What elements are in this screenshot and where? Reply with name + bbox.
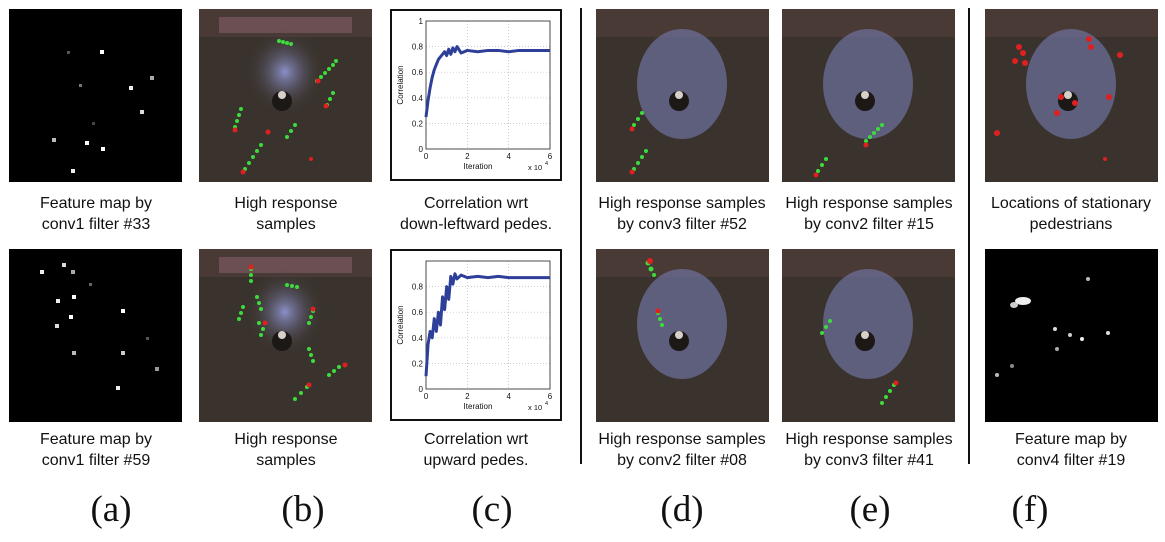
x-multiplier-label: x 10	[528, 163, 542, 172]
y-axis-label: Correlation	[396, 305, 405, 344]
caption-a-top: Feature map by conv1 filter #33	[39, 195, 153, 233]
y-axis-label: Correlation	[396, 65, 405, 104]
x-multiplier-label: x 10	[528, 403, 542, 412]
x-axis-label: Iteration	[464, 402, 493, 411]
feature-map-f-bottom	[985, 249, 1158, 422]
divider-left	[580, 8, 582, 464]
caption-e-bottom: High response samples by conv3 filter #41	[785, 431, 953, 469]
caption-f-bottom: Feature map by conv4 filter #19	[1014, 431, 1128, 469]
correlation-chart-bottom: 0 0.2 0.4 0.6 0.8 0 2 4 6 Iteration Correlation x 1…	[390, 249, 562, 421]
y-tick-label: 0	[419, 385, 424, 394]
correlation-chart-top-svg: 00.20.40.60.810 2 4 6IterationCorrelationx …	[396, 17, 553, 172]
x-tick-label: 2	[465, 152, 470, 161]
series-line	[424, 45, 550, 118]
label-c: (c)	[471, 489, 513, 530]
divider-right	[968, 8, 970, 464]
crowd-image-d-bottom	[596, 249, 769, 422]
correlation-chart-top: 0 0.2 0.4 0.6 0.8 1 0 2 4 6 Iteration Correlation x …	[390, 9, 562, 181]
crowd-image-f-top	[985, 9, 1158, 182]
caption-e-top: High response samples by conv2 filter #15	[785, 195, 953, 233]
x-tick-label: 0	[424, 392, 429, 401]
x-tick-label: 4	[506, 392, 511, 401]
caption-f-top: Locations of stationary pedestrians	[990, 195, 1152, 233]
crowd-image-e-bottom	[782, 249, 955, 422]
crowd-image-d-top	[596, 9, 769, 182]
label-e: (e)	[849, 489, 891, 530]
caption-c-top: Correlation wrt down-leftward pedes.	[399, 195, 553, 233]
y-tick-label: 0.2	[412, 359, 424, 368]
x-multiplier-exponent: 4	[545, 161, 548, 167]
label-d: (d)	[660, 489, 704, 530]
label-f: (f)	[1011, 489, 1049, 530]
x-axis-label: Iteration	[464, 162, 493, 171]
caption-a-bottom: Feature map by conv1 filter #59	[39, 431, 153, 469]
caption-c-bottom: Correlation wrt upward pedes.	[423, 431, 529, 469]
feature-map-a-bottom	[9, 249, 182, 422]
y-tick-label: 0.4	[412, 334, 424, 343]
x-tick-label: 6	[548, 152, 553, 161]
x-tick-label: 0	[424, 152, 429, 161]
crowd-image-b-top	[199, 9, 372, 182]
crowd-image-e-top	[782, 9, 955, 182]
series-line	[424, 272, 550, 377]
plot-area	[425, 20, 551, 150]
y-tick-label: 0.4	[412, 94, 424, 103]
x-tick-label: 2	[465, 392, 470, 401]
y-tick-label: 1	[419, 17, 424, 26]
y-tick-label: 0	[419, 145, 424, 154]
crowd-image-b-bottom	[199, 249, 372, 422]
caption-b-top: High response samples	[234, 195, 338, 233]
y-tick-label: 0.2	[412, 119, 424, 128]
y-tick-label: 0.8	[412, 283, 424, 292]
caption-d-top: High response samples by conv3 filter #52	[598, 195, 766, 233]
x-multiplier-exponent: 4	[545, 401, 548, 407]
feature-map-a-top	[9, 9, 182, 182]
caption-d-bottom: High response samples by conv2 filter #08	[598, 431, 766, 469]
x-tick-label: 6	[548, 392, 553, 401]
y-tick-label: 0.6	[412, 308, 424, 317]
caption-b-bottom: High response samples	[234, 431, 338, 469]
plot-area	[425, 260, 551, 390]
y-tick-label: 0.6	[412, 68, 424, 77]
x-tick-label: 4	[506, 152, 511, 161]
label-a: (a)	[90, 489, 132, 530]
y-tick-label: 0.8	[412, 43, 424, 52]
label-b: (b)	[281, 489, 325, 530]
